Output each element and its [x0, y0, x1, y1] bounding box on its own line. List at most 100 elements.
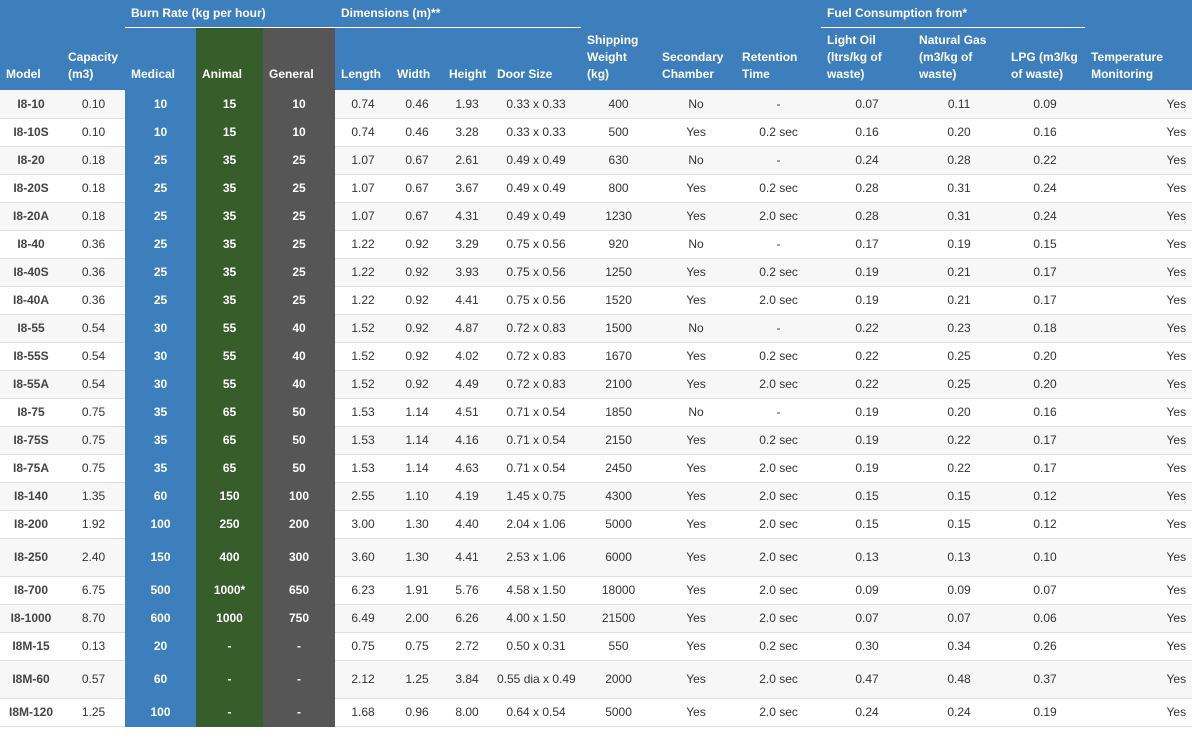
- secondary-chamber-cell: Yes: [656, 660, 737, 699]
- width-cell: 1.14: [391, 426, 443, 455]
- natural-gas-cell: 0.20: [913, 398, 1006, 427]
- capacity-header: Capacity (m3): [62, 27, 125, 90]
- retention-time-cell: 0.2 sec: [736, 342, 822, 371]
- shipping-weight-cell: 6000: [581, 538, 657, 577]
- animal-burn-rate-cell: 15: [196, 90, 263, 119]
- table-row: I8-700 6.75 500 1000* 650 6.23 1.91 5.76 4.58 x …: [0, 576, 1192, 605]
- retention-time-cell: -: [736, 230, 822, 259]
- height-cell: 4.40: [443, 510, 491, 539]
- lpg-cell: 0.17: [1005, 454, 1086, 483]
- model-cell: I8M-60: [0, 660, 62, 699]
- temperature-monitoring-cell: Yes: [1085, 230, 1192, 259]
- general-header: General: [263, 27, 335, 90]
- animal-burn-rate-cell: 35: [196, 202, 263, 231]
- retention-time-cell: 0.2 sec: [736, 632, 822, 661]
- width-cell: 0.75: [391, 632, 443, 661]
- temperature-monitoring-cell: Yes: [1085, 286, 1192, 315]
- width-cell: 1.30: [391, 538, 443, 577]
- height-cell: 4.02: [443, 342, 491, 371]
- light-oil-cell: 0.07: [821, 90, 914, 119]
- secondary-chamber-cell: Yes: [656, 258, 737, 287]
- lpg-cell: 0.37: [1005, 660, 1086, 699]
- general-burn-rate-cell: 100: [263, 482, 335, 511]
- animal-burn-rate-cell: 1000*: [196, 576, 263, 605]
- width-cell: 1.30: [391, 510, 443, 539]
- temperature-monitoring-cell: Yes: [1085, 482, 1192, 511]
- temperature-monitoring-cell: Yes: [1085, 202, 1192, 231]
- natural-gas-cell: 0.20: [913, 118, 1006, 147]
- temperature-monitoring-cell: Yes: [1085, 576, 1192, 605]
- shipping-weight-cell: 2450: [581, 454, 657, 483]
- length-cell: 6.23: [335, 576, 391, 605]
- table-row: I8-40 0.36 25 35 25 1.22 0.92 3.29 0.75 x 0.56 92…: [0, 230, 1192, 259]
- natural-gas-cell: 0.28: [913, 146, 1006, 175]
- natural-gas-cell: 0.11: [913, 90, 1006, 119]
- shipping-weight-cell: 2100: [581, 370, 657, 399]
- temperature-monitoring-cell: Yes: [1085, 538, 1192, 577]
- light-oil-cell: 0.15: [821, 482, 914, 511]
- length-cell: 1.22: [335, 258, 391, 287]
- length-cell: 3.00: [335, 510, 391, 539]
- height-cell: 4.31: [443, 202, 491, 231]
- table-row: I8-75A 0.75 35 65 50 1.53 1.14 4.63 0.71 x 0.54 2…: [0, 454, 1192, 483]
- temperature-monitoring-cell: Yes: [1085, 698, 1192, 727]
- shipping-weight-cell: 920: [581, 230, 657, 259]
- medical-burn-rate-cell: 25: [125, 230, 196, 259]
- lpg-cell: 0.20: [1005, 342, 1086, 371]
- width-cell: 1.14: [391, 454, 443, 483]
- shipping-weight-cell: 1500: [581, 314, 657, 343]
- model-cell: I8-10: [0, 90, 62, 119]
- secondary-chamber-cell: Yes: [656, 286, 737, 315]
- capacity-cell: 6.75: [62, 576, 125, 605]
- shipping-weight-cell: 1250: [581, 258, 657, 287]
- table-row: I8M-60 0.57 60- -2.12 1.25 3.84 0.55 dia x 0.4…: [0, 660, 1192, 699]
- retention-time-cell: 2.0 sec: [736, 660, 822, 699]
- table-row: I8-250 2.40 150 400 300 3.60 1.30 4.41 2.53 x 1.…: [0, 538, 1192, 577]
- retention-time-cell: 2.0 sec: [736, 538, 822, 577]
- width-cell: 1.14: [391, 398, 443, 427]
- natural-gas-cell: 0.19: [913, 230, 1006, 259]
- light-oil-cell: 0.22: [821, 314, 914, 343]
- secondary-chamber-cell: No: [656, 230, 737, 259]
- shipping-weight-cell: 800: [581, 174, 657, 203]
- general-burn-rate-cell: -: [263, 698, 335, 727]
- secondary-chamber-cell: Yes: [656, 426, 737, 455]
- length-cell: 0.74: [335, 90, 391, 119]
- shipping-weight-cell: 1520: [581, 286, 657, 315]
- retention-time-cell: 2.0 sec: [736, 604, 822, 633]
- lpg-cell: 0.12: [1005, 482, 1086, 511]
- light-oil-cell: 0.30: [821, 632, 914, 661]
- length-header: Length: [335, 27, 391, 90]
- height-cell: 3.29: [443, 230, 491, 259]
- general-burn-rate-cell: 40: [263, 314, 335, 343]
- table-row: I8-20S 0.18 25 35 25 1.07 0.67 3.67 0.49 x 0.49 8…: [0, 174, 1192, 203]
- length-cell: 1.22: [335, 286, 391, 315]
- medical-burn-rate-cell: 30: [125, 370, 196, 399]
- natural-gas-cell: 0.24: [913, 698, 1006, 727]
- model-cell: I8-75S: [0, 426, 62, 455]
- retention-time-cell: -: [736, 146, 822, 175]
- natural-gas-header: Natural Gas (m3/kg of waste): [913, 27, 1006, 90]
- width-cell: 0.92: [391, 370, 443, 399]
- door-size-cell: 0.49 x 0.49: [491, 174, 582, 203]
- shipping-weight-cell: 630: [581, 146, 657, 175]
- table-row: I8-20 0.18 25 35 25 1.07 0.67 2.61 0.49 x 0.49 63…: [0, 146, 1192, 175]
- temperature-monitoring-cell: Yes: [1085, 426, 1192, 455]
- lpg-cell: 0.17: [1005, 258, 1086, 287]
- model-cell: I8-55A: [0, 370, 62, 399]
- shipping-weight-cell: 1230: [581, 202, 657, 231]
- retention-time-cell: 2.0 sec: [736, 454, 822, 483]
- header-spacer: [62, 0, 125, 27]
- temperature-monitoring-cell: Yes: [1085, 454, 1192, 483]
- natural-gas-cell: 0.07: [913, 604, 1006, 633]
- door-size-cell: 0.72 x 0.83: [491, 314, 582, 343]
- animal-burn-rate-cell: 150: [196, 482, 263, 511]
- natural-gas-cell: 0.48: [913, 660, 1006, 699]
- height-cell: 4.16: [443, 426, 491, 455]
- model-cell: I8-75: [0, 398, 62, 427]
- model-cell: I8-10S: [0, 118, 62, 147]
- door-size-cell: 0.50 x 0.31: [491, 632, 582, 661]
- height-cell: 2.61: [443, 146, 491, 175]
- lpg-cell: 0.17: [1005, 426, 1086, 455]
- table-row: I8-75S 0.75 35 65 50 1.53 1.14 4.16 0.71 x 0.54 2…: [0, 426, 1192, 455]
